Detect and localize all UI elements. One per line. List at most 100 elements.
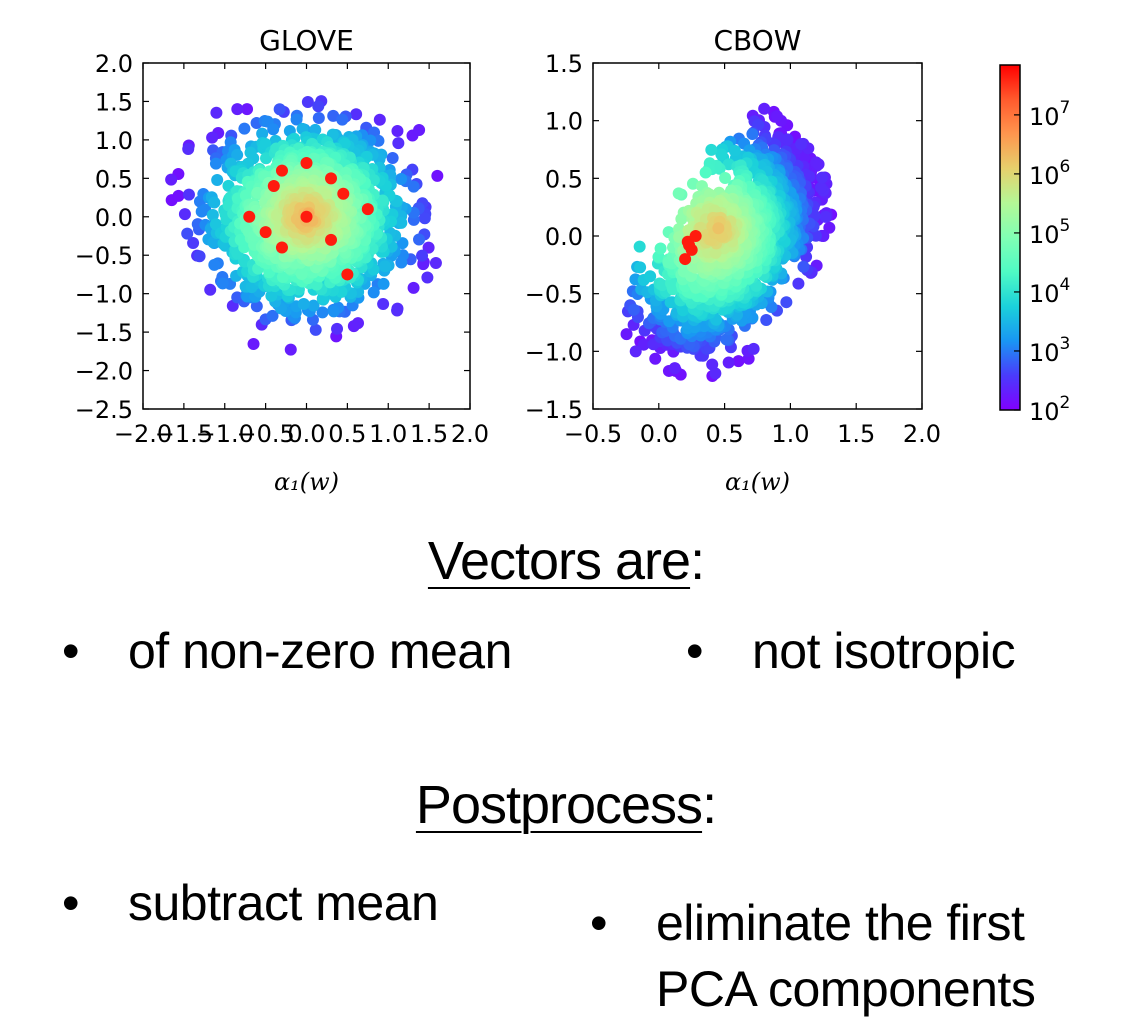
scatter-point	[207, 236, 220, 249]
scatter-point	[187, 236, 200, 249]
scatter-point	[206, 209, 219, 222]
scatter-point	[758, 102, 771, 115]
colorbar-tick-label: 107	[1029, 98, 1070, 131]
cbow-scatter-plot: CBOW −0.5 0.0 0.5 1.0 1.5 2.0 −1.5 −1.0 −0.5 0.0 0.…	[525, 24, 941, 496]
y-tick-label: −2.0	[75, 358, 133, 386]
scatter-point	[327, 305, 340, 318]
scatter-point	[815, 181, 828, 194]
x-tick-label: −1.5	[155, 420, 213, 448]
scatter-point	[429, 257, 442, 270]
scatter-point	[719, 172, 732, 185]
scatter-point	[407, 281, 420, 294]
scatter-point-high	[341, 268, 354, 281]
x-tick-label: 1.0	[369, 420, 407, 448]
scatter-point	[216, 277, 229, 290]
scatter-point	[327, 109, 340, 122]
scatter-point	[350, 108, 363, 121]
scatter-point-high	[275, 241, 288, 254]
scatter-point	[336, 113, 349, 126]
x-tick-label: −0.5	[564, 420, 622, 448]
scatter-point	[378, 260, 391, 273]
heading-postprocess: Postprocess:	[0, 774, 1132, 836]
scatter-point	[373, 113, 386, 126]
scatter-point	[728, 144, 741, 157]
scatter-point	[312, 112, 325, 125]
y-tick-label: 0.5	[545, 165, 583, 193]
scatter-point	[421, 271, 434, 284]
x-tick-label: 0.5	[706, 420, 744, 448]
scatter-point-high	[325, 172, 338, 185]
y-tick-label: 1.0	[95, 127, 133, 155]
scatter-point	[709, 367, 722, 380]
scatter-point-high	[337, 187, 350, 200]
scatter-point	[231, 103, 244, 116]
scatter-point	[699, 166, 712, 179]
scatter-point	[634, 261, 647, 274]
scatter-point	[770, 110, 783, 123]
scatter-point	[676, 304, 689, 317]
scatter-point	[256, 127, 269, 140]
colorbar: 102 103 104 105 106 107	[999, 64, 1070, 426]
scatter-point	[316, 306, 329, 319]
scatter-point	[172, 189, 185, 202]
x-tick-label: 0.0	[640, 420, 678, 448]
glove-scatter-plot: GLOVE−2.0−1.5−1.0−0.50.0 0.5 1.0 1.5 2.0−2.5…	[75, 24, 489, 496]
scatter-point	[722, 356, 735, 369]
scatter-point	[392, 137, 405, 150]
y-tick-label: −0.5	[525, 281, 583, 309]
bullet-dot: •	[62, 623, 80, 679]
scatter-point	[672, 187, 685, 200]
scatter-point	[307, 299, 320, 312]
scatter-points	[620, 102, 838, 383]
scatter-point	[812, 158, 825, 171]
scatter-point	[416, 249, 429, 262]
scatter-point	[193, 250, 206, 263]
plot-title: GLOVE	[259, 24, 354, 57]
y-tick-label: 0.5	[95, 165, 133, 193]
scatter-point	[816, 171, 829, 184]
scatter-point-high	[683, 239, 696, 252]
x-tick-label: −0.5	[236, 420, 294, 448]
scatter-point	[178, 208, 191, 221]
scatter-point	[732, 355, 745, 368]
heading-postprocess-colon: :	[702, 775, 717, 835]
scatter-point	[712, 222, 725, 235]
heading-vectors-text: Vectors are	[427, 531, 691, 591]
scatter-point	[780, 296, 793, 309]
scatter-point	[760, 313, 773, 326]
bullet-text: of non-zero mean	[128, 623, 512, 679]
scatter-point	[241, 103, 254, 116]
figure: GLOVE−2.0−1.5−1.0−0.50.0 0.5 1.0 1.5 2.0−2.5…	[75, 24, 1071, 496]
scatter-point	[195, 205, 208, 218]
scatter-points	[165, 95, 444, 356]
scatter-point	[633, 240, 646, 253]
scatter-point	[265, 289, 278, 302]
scatter-point	[664, 296, 677, 309]
scatter-point	[273, 103, 286, 116]
scatter-point	[231, 148, 244, 161]
scatter-point	[297, 298, 310, 311]
scatter-point	[290, 113, 303, 126]
y-tick-label: 1.5	[545, 50, 583, 78]
scatter-point	[819, 210, 832, 223]
scatter-point-high	[689, 230, 702, 242]
x-tick-label: 2.0	[903, 420, 941, 448]
scatter-point	[705, 143, 718, 156]
y-tick-label: 1.0	[545, 108, 583, 136]
y-tick-label: −0.5	[75, 242, 133, 270]
scatter-point	[665, 277, 678, 290]
scatter-point-high	[243, 210, 256, 223]
scatter-point	[182, 142, 195, 155]
x-tick-label: 0.0	[287, 420, 325, 448]
scatter-point	[295, 267, 308, 280]
bullet-nonzero-mean: • of non-zero mean	[62, 622, 512, 680]
scatter-point	[746, 128, 759, 141]
scatter-point	[431, 169, 444, 182]
scatter-point	[396, 237, 409, 250]
scatter-point-high	[361, 203, 374, 216]
scatter-point	[715, 148, 728, 161]
scatter-point	[395, 256, 408, 269]
scatter-point	[391, 124, 404, 137]
scatter-point	[709, 246, 722, 259]
scatter-point-high	[259, 226, 272, 239]
